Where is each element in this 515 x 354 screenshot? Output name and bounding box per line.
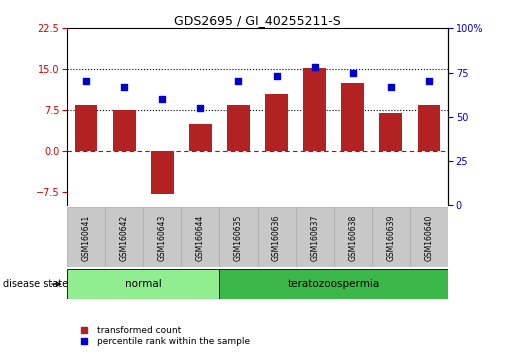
- Bar: [219, 207, 258, 267]
- Point: [272, 73, 281, 79]
- Bar: [372, 207, 410, 267]
- Text: GSM160635: GSM160635: [234, 214, 243, 261]
- Bar: [189, 124, 212, 151]
- Point: [82, 79, 90, 84]
- Bar: [303, 68, 326, 151]
- Point: [158, 96, 166, 102]
- Text: normal: normal: [125, 279, 162, 289]
- Bar: [334, 207, 372, 267]
- Text: GSM160642: GSM160642: [119, 214, 129, 261]
- Bar: [380, 113, 402, 151]
- Text: GSM160637: GSM160637: [310, 214, 319, 261]
- Bar: [151, 151, 174, 194]
- Point: [234, 79, 243, 84]
- Text: GSM160643: GSM160643: [158, 214, 167, 261]
- Title: GDS2695 / GI_40255211-S: GDS2695 / GI_40255211-S: [174, 14, 341, 27]
- Bar: [67, 207, 105, 267]
- Point: [120, 84, 128, 90]
- Bar: [265, 94, 288, 151]
- Bar: [296, 207, 334, 267]
- Bar: [258, 207, 296, 267]
- Point: [387, 84, 395, 90]
- Text: teratozoospermia: teratozoospermia: [287, 279, 380, 289]
- Bar: [219, 269, 448, 299]
- Point: [349, 70, 357, 75]
- Legend: transformed count, percentile rank within the sample: transformed count, percentile rank withi…: [72, 322, 253, 349]
- Bar: [418, 104, 440, 151]
- Bar: [181, 207, 219, 267]
- Bar: [227, 104, 250, 151]
- Text: GSM160641: GSM160641: [81, 214, 91, 261]
- Point: [311, 64, 319, 70]
- Point: [425, 79, 433, 84]
- Point: [196, 105, 204, 111]
- Text: GSM160639: GSM160639: [386, 214, 396, 261]
- Bar: [143, 207, 181, 267]
- Bar: [410, 207, 448, 267]
- Bar: [75, 104, 97, 151]
- Text: GSM160636: GSM160636: [272, 214, 281, 261]
- Text: GSM160644: GSM160644: [196, 214, 205, 261]
- Text: disease state: disease state: [3, 279, 67, 289]
- Text: GSM160640: GSM160640: [424, 214, 434, 261]
- Text: GSM160638: GSM160638: [348, 214, 357, 261]
- Bar: [105, 207, 143, 267]
- Bar: [67, 269, 219, 299]
- Bar: [113, 110, 135, 151]
- Bar: [341, 83, 364, 151]
